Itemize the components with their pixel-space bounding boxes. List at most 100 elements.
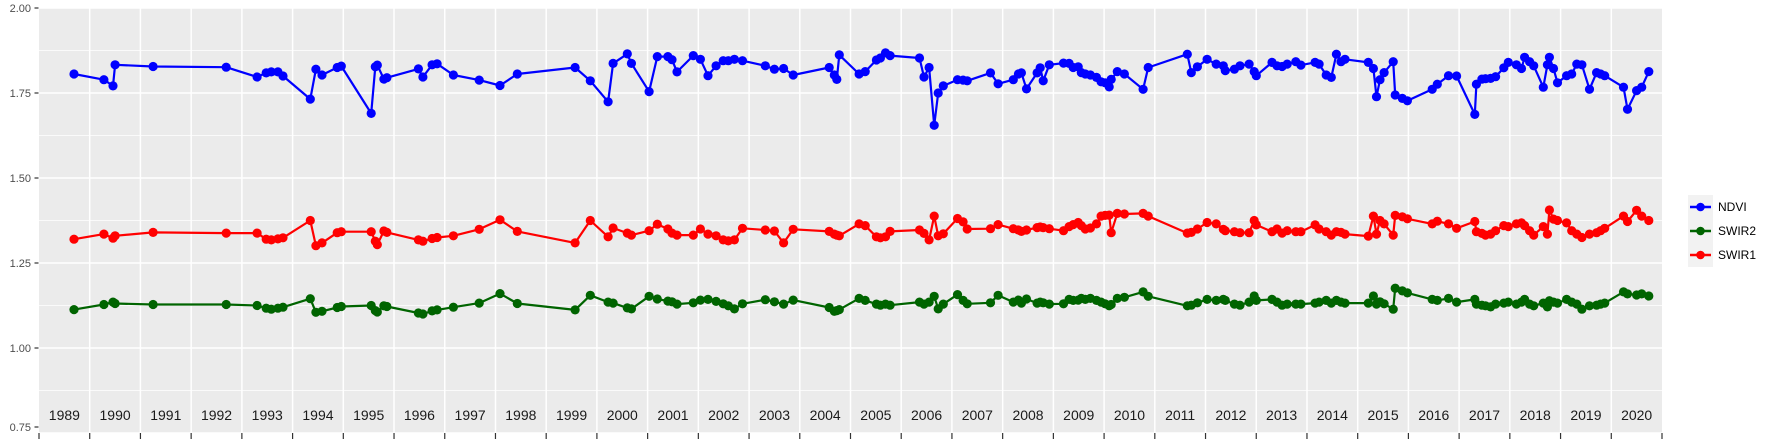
data-point-NDVI bbox=[608, 58, 618, 68]
data-point-SWIR2 bbox=[1622, 289, 1633, 299]
data-point-SWIR2 bbox=[860, 295, 870, 305]
data-point-NDVI bbox=[985, 68, 996, 78]
data-point-NDVI bbox=[413, 64, 423, 74]
data-point-NDVI bbox=[695, 54, 706, 64]
data-point-SWIR2 bbox=[1503, 297, 1513, 307]
data-point-NDVI bbox=[860, 67, 870, 77]
data-point-SWIR1 bbox=[1202, 217, 1212, 228]
data-point-SWIR2 bbox=[885, 300, 895, 310]
data-point-SWIR2 bbox=[305, 294, 315, 304]
data-point-NDVI bbox=[1577, 60, 1587, 70]
data-point-SWIR1 bbox=[688, 230, 698, 240]
data-point-SWIR1 bbox=[1622, 216, 1633, 227]
data-point-NDVI bbox=[1452, 71, 1462, 81]
data-point-SWIR2 bbox=[495, 289, 505, 299]
data-point-NDVI bbox=[1112, 67, 1122, 77]
data-point-SWIR2 bbox=[1577, 304, 1587, 314]
data-point-SWIR2 bbox=[99, 299, 109, 310]
data-point-NDVI bbox=[1106, 74, 1116, 84]
data-point-NDVI bbox=[317, 70, 327, 80]
x-year-label: 2020 bbox=[1621, 407, 1652, 423]
data-point-SWIR2 bbox=[1282, 299, 1292, 309]
data-point-NDVI bbox=[1368, 63, 1378, 74]
data-point-SWIR1 bbox=[432, 232, 442, 243]
data-point-SWIR2 bbox=[834, 305, 844, 315]
data-point-SWIR1 bbox=[382, 227, 392, 237]
data-point-SWIR2 bbox=[382, 301, 392, 312]
data-point-NDVI bbox=[252, 72, 262, 82]
data-point-NDVI bbox=[1143, 62, 1153, 73]
legend-key-point-SWIR1 bbox=[1696, 250, 1705, 260]
data-point-SWIR1 bbox=[221, 228, 231, 238]
data-point-SWIR1 bbox=[474, 224, 484, 234]
legend-label-SWIR2: SWIR2 bbox=[1718, 224, 1756, 238]
data-point-SWIR2 bbox=[1452, 297, 1462, 307]
data-point-SWIR1 bbox=[495, 215, 505, 225]
data-point-SWIR1 bbox=[366, 227, 376, 237]
data-point-SWIR2 bbox=[1443, 293, 1454, 303]
data-point-SWIR1 bbox=[1211, 219, 1221, 229]
data-point-SWIR1 bbox=[1538, 222, 1548, 232]
data-point-SWIR1 bbox=[711, 231, 721, 241]
data-point-SWIR2 bbox=[729, 304, 740, 314]
data-point-SWIR1 bbox=[672, 230, 682, 240]
data-point-SWIR2 bbox=[695, 295, 706, 305]
data-point-SWIR1 bbox=[512, 226, 522, 236]
data-point-SWIR1 bbox=[1388, 230, 1398, 240]
data-point-SWIR1 bbox=[652, 219, 662, 229]
data-point-SWIR1 bbox=[69, 234, 79, 244]
data-point-SWIR2 bbox=[1119, 292, 1129, 302]
data-point-SWIR2 bbox=[1432, 295, 1442, 305]
x-year-label: 2017 bbox=[1469, 407, 1500, 423]
data-point-NDVI bbox=[1251, 71, 1261, 81]
data-point-NDVI bbox=[1544, 52, 1554, 62]
x-year-label: 1999 bbox=[556, 407, 587, 423]
data-point-SWIR1 bbox=[985, 224, 996, 234]
data-point-SWIR2 bbox=[1491, 299, 1501, 309]
data-point-SWIR2 bbox=[1340, 298, 1350, 308]
y-axis-label: 2.00 bbox=[10, 3, 31, 15]
data-point-NDVI bbox=[69, 69, 79, 79]
x-year-label: 2019 bbox=[1570, 407, 1601, 423]
data-point-SWIR2 bbox=[570, 305, 580, 315]
data-point-NDVI bbox=[1035, 63, 1045, 73]
data-point-SWIR2 bbox=[1402, 288, 1412, 298]
x-year-label: 2013 bbox=[1266, 407, 1297, 423]
data-point-NDVI bbox=[1600, 71, 1610, 81]
data-point-SWIR1 bbox=[1452, 223, 1462, 233]
data-point-SWIR1 bbox=[1314, 224, 1324, 234]
data-point-NDVI bbox=[1552, 78, 1563, 88]
data-point-NDVI bbox=[760, 61, 770, 71]
data-point-SWIR1 bbox=[317, 238, 327, 248]
data-point-SWIR2 bbox=[993, 290, 1003, 300]
data-point-NDVI bbox=[221, 62, 231, 72]
data-point-SWIR1 bbox=[603, 232, 613, 242]
data-point-NDVI bbox=[1529, 61, 1539, 71]
data-point-SWIR2 bbox=[1296, 299, 1306, 309]
data-point-SWIR1 bbox=[448, 231, 458, 241]
data-point-NDVI bbox=[512, 69, 522, 79]
data-point-NDVI bbox=[305, 94, 315, 104]
data-point-SWIR1 bbox=[110, 231, 120, 241]
y-axis-label: 1.50 bbox=[10, 173, 31, 185]
data-point-NDVI bbox=[1402, 96, 1412, 106]
data-point-NDVI bbox=[667, 55, 677, 65]
data-point-NDVI bbox=[769, 64, 780, 74]
data-point-SWIR1 bbox=[1091, 219, 1102, 229]
data-point-NDVI bbox=[148, 61, 158, 72]
data-point-SWIR1 bbox=[1220, 226, 1230, 236]
data-point-SWIR2 bbox=[1529, 301, 1539, 311]
data-point-NDVI bbox=[495, 80, 505, 91]
x-year-label: 2009 bbox=[1063, 407, 1094, 423]
data-point-SWIR1 bbox=[919, 228, 929, 238]
data-point-NDVI bbox=[603, 97, 613, 107]
data-point-SWIR1 bbox=[834, 231, 844, 241]
data-point-SWIR1 bbox=[1112, 208, 1122, 218]
data-point-NDVI bbox=[99, 75, 109, 85]
data-point-NDVI bbox=[626, 58, 637, 68]
x-year-label: 2008 bbox=[1012, 407, 1043, 423]
data-point-SWIR2 bbox=[1600, 298, 1610, 308]
data-point-SWIR1 bbox=[418, 236, 428, 246]
data-point-NDVI bbox=[382, 73, 392, 83]
